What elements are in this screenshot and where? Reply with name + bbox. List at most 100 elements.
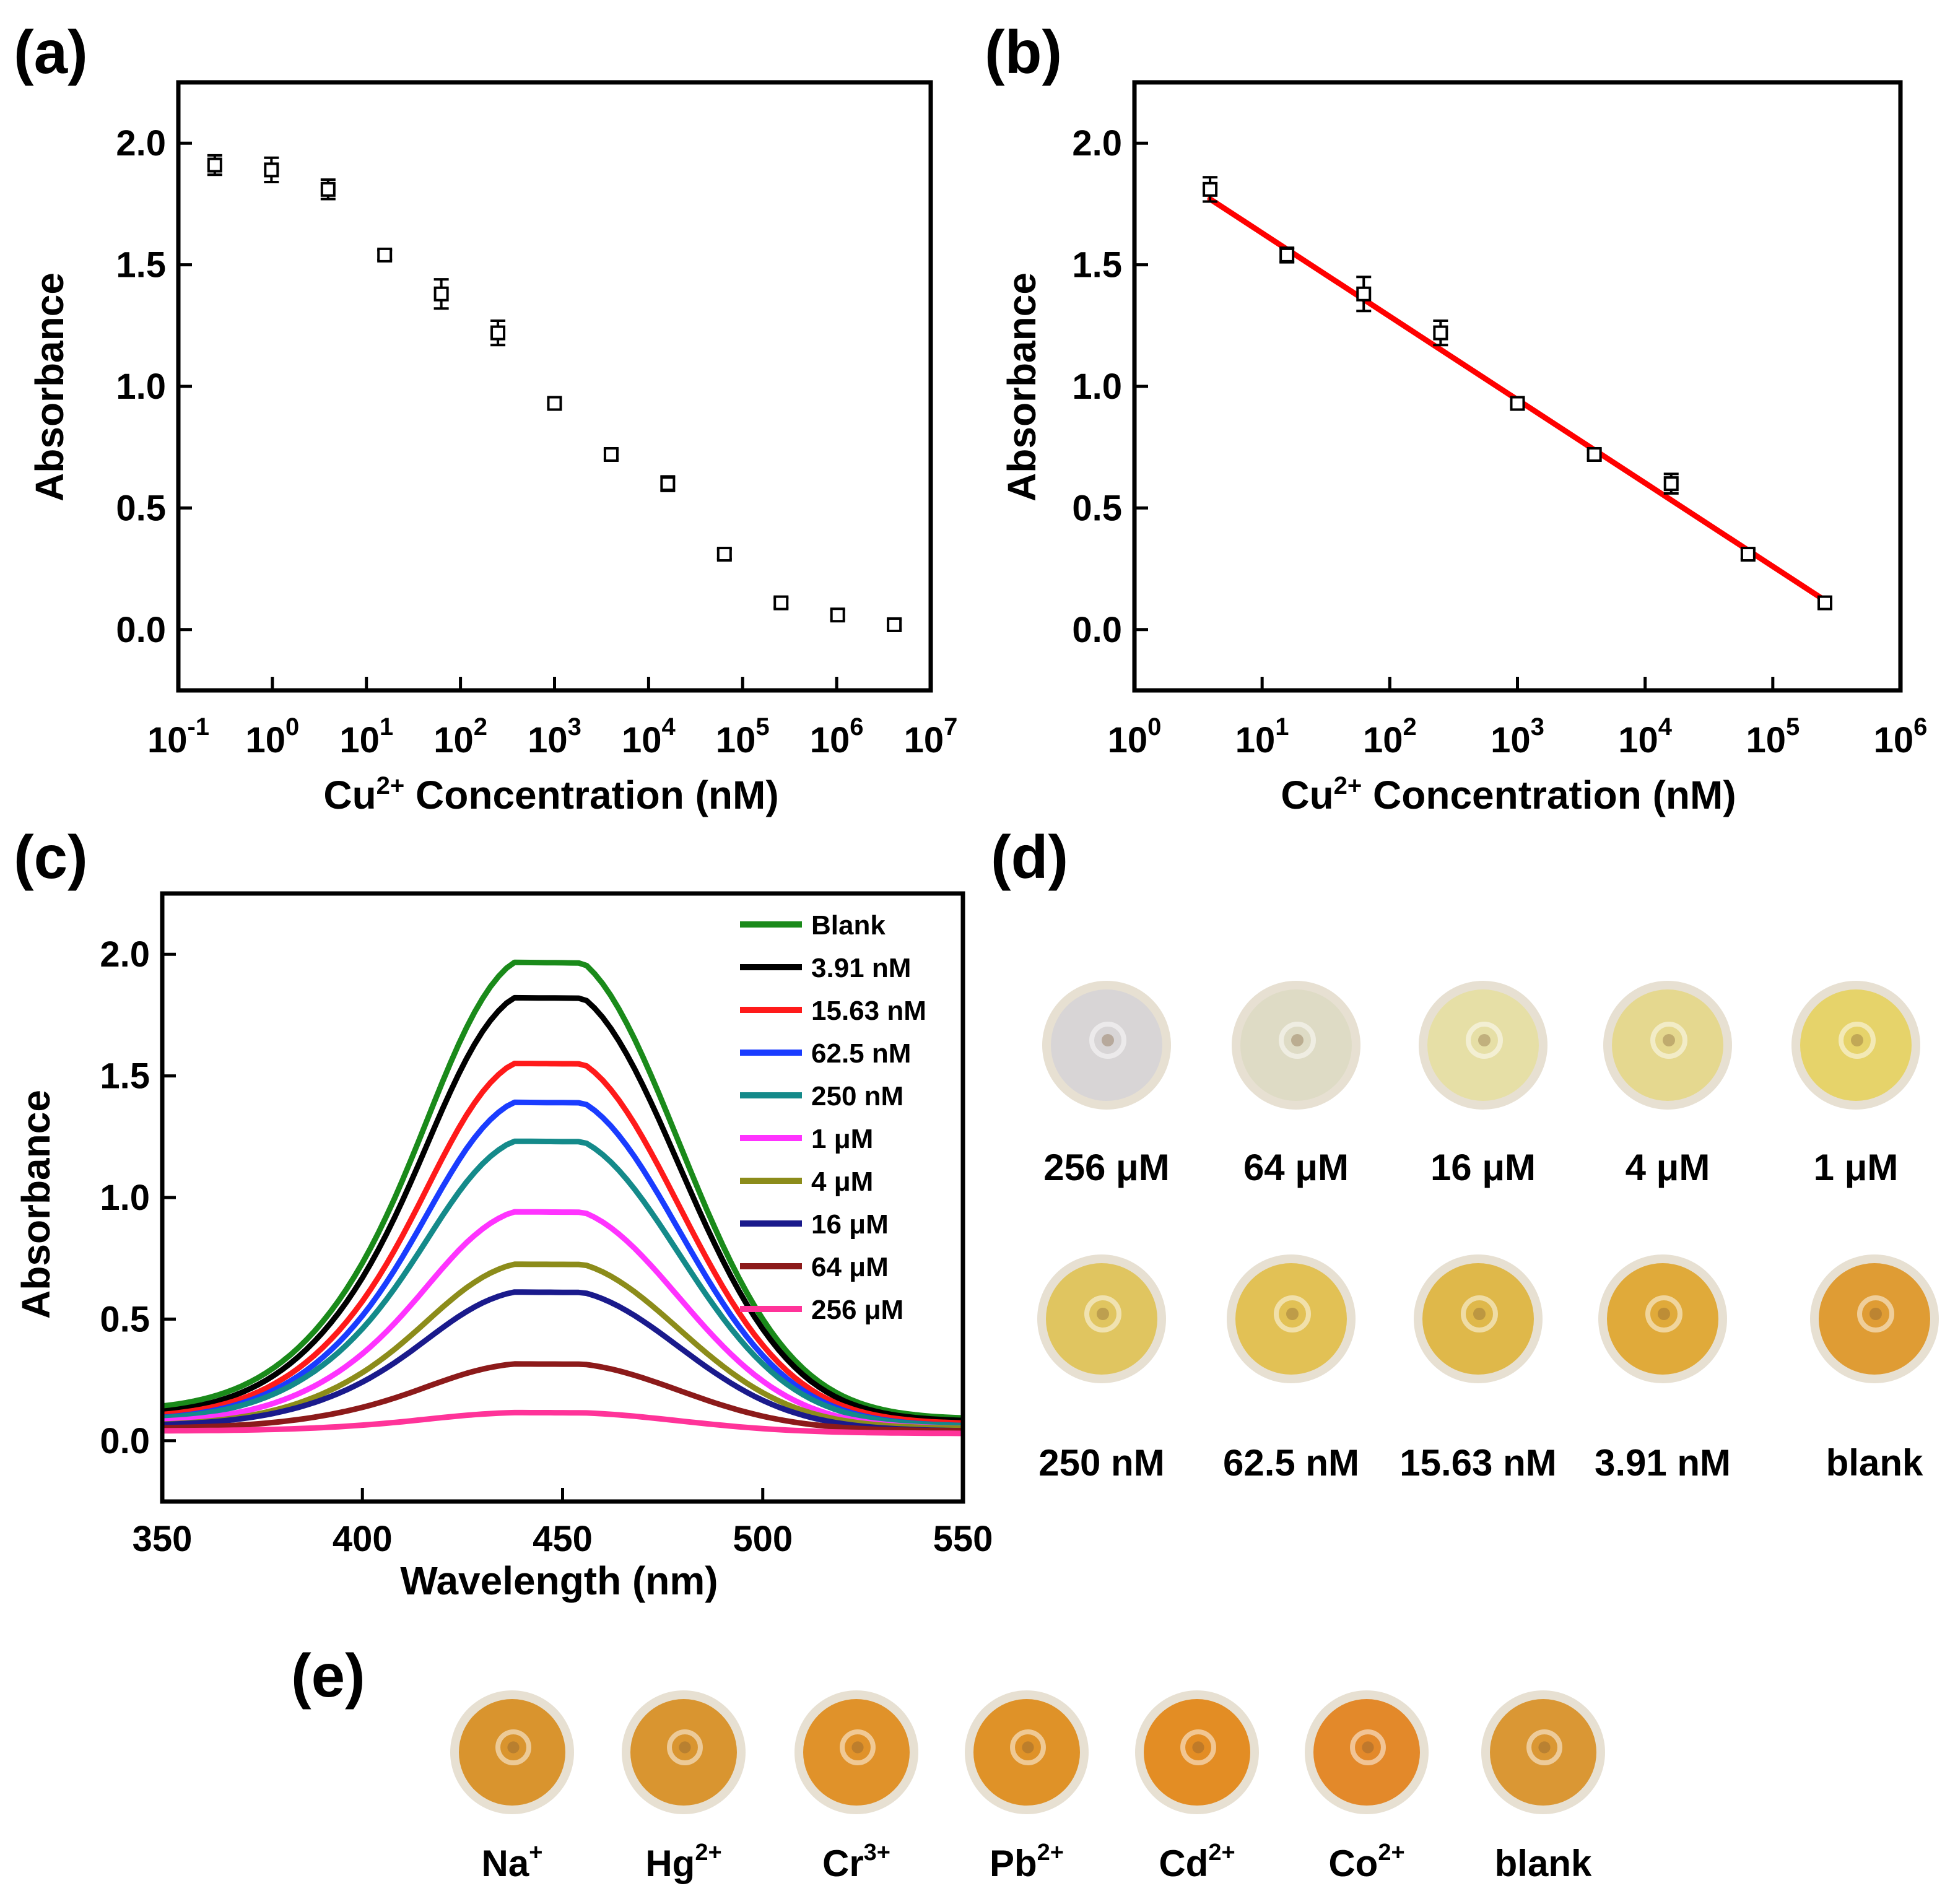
ytick-label-a: 1.5 <box>116 245 166 285</box>
well-liquid <box>803 1699 910 1806</box>
xtick-label-c: 350 <box>133 1519 193 1559</box>
ylabel-a: Absorbance <box>27 272 72 502</box>
ytick-label-b: 0.0 <box>1072 610 1122 650</box>
xtick-label-a: 106 <box>810 713 864 760</box>
axes-frame-b <box>1132 80 1903 693</box>
plot-a: 0.00.51.01.52.010-1 100 101 102 103 104 105 106… <box>116 80 957 760</box>
series-line <box>162 1138 963 1428</box>
legend-c: Blank 3.91 nM 15.63 nM 62.5 nM 250 nM 1 μM 4 μ… <box>740 910 926 1325</box>
ytick-label-b: 2.0 <box>1072 123 1122 163</box>
data-point-a <box>773 595 789 611</box>
well-caption-d: 62.5 nM <box>1223 1442 1359 1484</box>
ytick-label-a: 0.5 <box>116 488 166 528</box>
ion-symbol: Cr <box>822 1843 864 1884</box>
well-liquid <box>630 1699 737 1806</box>
well-center <box>1663 1034 1675 1046</box>
well-center <box>1022 1741 1034 1754</box>
well-highlight <box>1645 1295 1682 1332</box>
well-highlight <box>1526 1729 1562 1765</box>
xlabel-b: Cu2+ Concentration (nM) <box>1281 772 1736 817</box>
series-line <box>162 1061 963 1426</box>
xtick-exponent: 1 <box>1275 713 1289 741</box>
well-liquid <box>1051 989 1162 1101</box>
panel-label-d: (d) <box>991 823 1068 891</box>
legend-label: 16 μM <box>811 1209 889 1240</box>
legend-label: 3.91 nM <box>811 953 911 983</box>
xtick-label-a: 104 <box>622 713 676 760</box>
xtick-label-a: 100 <box>245 713 299 760</box>
ytick-label-a: 2.0 <box>116 123 166 163</box>
ion-charge: 3+ <box>864 1840 890 1866</box>
panel-label-a: (a) <box>14 18 88 86</box>
well-liquid <box>1612 989 1723 1101</box>
xtick-label-c: 550 <box>933 1519 993 1559</box>
xtick-base: 10 <box>1874 720 1914 760</box>
well-liquid <box>1607 1263 1718 1375</box>
xtick-label-b: 100 <box>1108 713 1162 760</box>
well-highlight <box>1010 1729 1046 1765</box>
well-caption-d: 64 μM <box>1243 1147 1349 1188</box>
well-highlight <box>1274 1295 1311 1332</box>
well-highlight <box>667 1729 703 1765</box>
data-point-a <box>547 396 562 411</box>
well-highlight <box>1089 1022 1126 1059</box>
xtick-base: 10 <box>1491 720 1531 760</box>
xtick-base: 10 <box>1108 720 1148 760</box>
xtick-label-b: 106 <box>1874 713 1928 760</box>
xtick-exponent: 3 <box>1531 713 1544 741</box>
xtick-label-c: 400 <box>333 1519 393 1559</box>
xtick-base: 10 <box>433 720 474 760</box>
ion-caption-e: Hg2+ <box>645 1840 721 1884</box>
data-point-b <box>1203 181 1218 197</box>
data-point-a <box>716 547 732 562</box>
data-point-b <box>1663 476 1679 492</box>
ion-charge: 2+ <box>1208 1840 1235 1866</box>
ion-symbol: Pb <box>990 1843 1037 1884</box>
well-highlight <box>1650 1022 1687 1059</box>
well-center <box>679 1741 691 1754</box>
ylabel-c: Absorbance <box>14 1090 58 1319</box>
xtick-exponent: 6 <box>850 713 863 741</box>
panel-label-e: (e) <box>291 1641 365 1710</box>
xtick-exponent: 5 <box>1786 713 1800 741</box>
xtick-base: 10 <box>1618 720 1658 760</box>
ytick-label-b: 0.5 <box>1072 488 1122 528</box>
axes-frame-a <box>176 80 933 693</box>
xtick-label-b: 105 <box>1746 713 1800 760</box>
well-caption-d: 250 nM <box>1038 1442 1164 1484</box>
data-point-a <box>433 286 449 302</box>
legend-label: 15.63 nM <box>811 996 926 1026</box>
xtick-label-b: 101 <box>1235 713 1289 760</box>
xtick-base: 10 <box>245 720 285 760</box>
data-point-b <box>1817 595 1832 611</box>
ylabel-b: Absorbance <box>999 272 1044 502</box>
ion-charge: 2+ <box>1378 1840 1404 1866</box>
well-caption-d: 1 μM <box>1814 1147 1899 1188</box>
ion-symbol: Na <box>482 1843 529 1884</box>
data-point-b <box>1740 547 1756 562</box>
well-center <box>1473 1308 1486 1320</box>
ytick-label-b: 1.5 <box>1072 245 1122 285</box>
well-liquid <box>1235 1263 1347 1375</box>
well-caption-d: 256 μM <box>1043 1147 1169 1188</box>
panel-label-c: (c) <box>14 823 88 891</box>
panel-d-photos: 256 μM 250 nM 64 μM 62.5 nM 16 μM 15.63 nM 4 μ… <box>1037 981 1939 1484</box>
ytick-label-c: 1.0 <box>100 1178 150 1218</box>
well-e <box>622 1690 746 1814</box>
well-center <box>1478 1034 1491 1046</box>
well-center <box>1291 1034 1304 1046</box>
well-caption-d: blank <box>1826 1442 1923 1484</box>
data-point-a <box>377 247 393 263</box>
data-point-b <box>1433 325 1448 341</box>
data-point-b <box>1279 247 1295 263</box>
well-e <box>1135 1690 1259 1814</box>
ytick-label-c: 0.0 <box>100 1421 150 1461</box>
well-d-row1 <box>1419 981 1547 1110</box>
legend-label: Blank <box>811 910 886 941</box>
well-liquid <box>1422 1263 1534 1375</box>
xlabel-c: Wavelength (nm) <box>400 1558 718 1603</box>
ion-caption-e: blank <box>1495 1843 1592 1884</box>
ytick-label-c: 0.5 <box>100 1299 150 1339</box>
xtick-label-c: 500 <box>733 1519 793 1559</box>
